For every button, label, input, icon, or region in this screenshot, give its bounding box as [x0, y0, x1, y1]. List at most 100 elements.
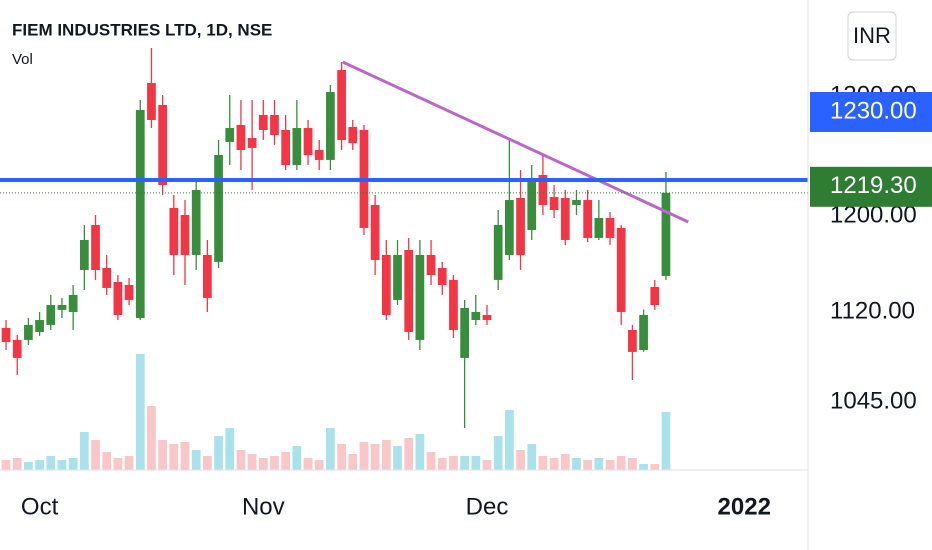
x-tick-label: Oct — [21, 493, 59, 520]
volume-bar — [35, 460, 44, 470]
last-price-box — [810, 166, 932, 207]
candle-body — [628, 329, 637, 352]
volume-bar — [326, 428, 335, 470]
volume-bar — [605, 460, 615, 470]
volume-bar — [12, 458, 22, 470]
volume-bar — [46, 456, 56, 470]
volume-bar — [247, 454, 257, 470]
candle-body — [68, 294, 78, 312]
volume-bar — [68, 458, 78, 470]
volume-bar — [236, 450, 246, 470]
volume-bar — [616, 456, 626, 470]
candle-body — [1, 327, 11, 342]
candle-body — [124, 284, 134, 300]
volume-bar — [527, 444, 537, 470]
candle-body — [605, 218, 615, 238]
volume-bar — [560, 454, 570, 470]
candle-body — [370, 204, 380, 261]
level-label: 1230.00 — [830, 97, 917, 124]
volume-bar — [191, 450, 201, 470]
candle-body — [404, 249, 414, 333]
volume-bar — [314, 460, 324, 470]
candle-body — [460, 308, 469, 358]
volume-label: Vol — [12, 51, 33, 68]
volume-bar — [572, 458, 581, 470]
volume-bar — [650, 464, 660, 470]
candle-body — [549, 197, 559, 210]
candle-body — [292, 128, 302, 165]
level-label-box — [810, 91, 932, 132]
candle-body — [516, 197, 525, 255]
candle-body — [471, 311, 481, 321]
candle-body — [270, 114, 279, 135]
candle-body — [348, 126, 358, 144]
volume-bar — [505, 410, 514, 470]
volume-bar — [661, 412, 671, 470]
volume-bar — [348, 454, 358, 470]
volume-bar — [337, 444, 346, 470]
candle-body — [191, 189, 201, 255]
last-price-label: 1219.30 — [830, 172, 917, 199]
candle-body — [169, 207, 179, 255]
volume-bar — [214, 436, 223, 470]
volume-bar — [482, 460, 492, 470]
candle-body — [258, 114, 268, 130]
volume-bar — [169, 444, 179, 470]
candle-body — [12, 339, 22, 358]
currency-box[interactable] — [847, 11, 897, 61]
volume-bar — [57, 460, 67, 470]
trend-line — [342, 60, 689, 224]
x-tick-label: 2022 — [718, 493, 771, 520]
candle-body — [214, 155, 223, 262]
currency[interactable]: INR — [853, 23, 891, 48]
candle-body — [147, 83, 156, 120]
volume-bar — [281, 452, 291, 470]
volume-bar — [1, 460, 11, 470]
volume-bar — [493, 436, 503, 470]
candle-body — [639, 314, 648, 351]
candle-body — [247, 137, 257, 148]
volume-bar — [102, 452, 112, 470]
volume-bar — [639, 464, 648, 470]
volume-bar — [628, 458, 637, 470]
overlays — [0, 60, 808, 224]
volume-bar — [225, 428, 235, 470]
volume-bar — [594, 458, 604, 470]
volume-bar — [158, 440, 167, 470]
candle-body — [337, 69, 346, 141]
y-tick-label: 1120.00 — [830, 297, 915, 324]
volume-bar — [113, 458, 123, 470]
candle-body — [46, 305, 56, 325]
volume-bar — [460, 456, 469, 470]
candle-body — [314, 149, 324, 160]
volume-bar — [91, 440, 100, 470]
candle-body — [415, 254, 425, 340]
candle-body — [135, 110, 145, 318]
candle-body — [24, 324, 33, 340]
candle-body — [57, 305, 67, 310]
candle-body — [326, 92, 335, 160]
volume-bar — [516, 450, 525, 470]
candle-body — [560, 197, 570, 240]
y-tick-label: 1045.00 — [830, 387, 917, 414]
volume-pane — [1, 354, 671, 470]
volume-bar — [415, 434, 425, 470]
candle-body — [650, 287, 660, 306]
candle-body — [505, 200, 514, 255]
candle-body — [538, 174, 548, 205]
volume-bar — [437, 458, 447, 470]
candle-body — [79, 239, 89, 270]
volume-bar — [359, 442, 369, 470]
volume-bar — [135, 354, 145, 470]
volume-bar — [393, 446, 402, 470]
volume-bar — [449, 456, 458, 470]
candle-body — [225, 128, 235, 142]
candle-body — [594, 218, 604, 238]
candle-body — [437, 267, 447, 285]
volume-bar — [24, 462, 33, 470]
volume-bar — [404, 438, 414, 470]
volume-bar — [538, 456, 548, 470]
candle-body — [381, 254, 391, 315]
